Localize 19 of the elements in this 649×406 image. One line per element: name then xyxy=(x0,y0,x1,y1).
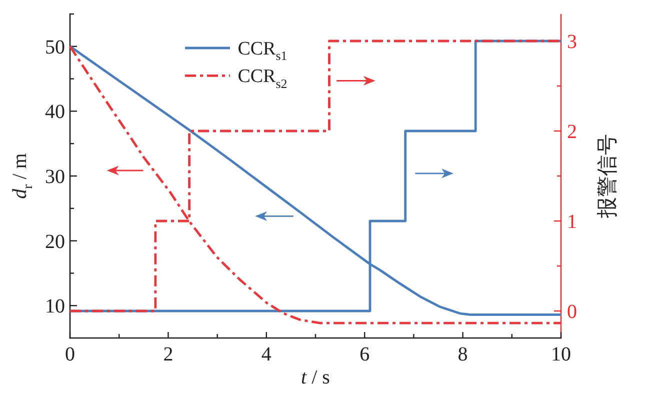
y-tick-label: 50 xyxy=(45,36,65,58)
x-axis-title: t / s xyxy=(301,366,330,388)
x-tick-label: 10 xyxy=(551,344,571,366)
y-tick-label: 40 xyxy=(45,101,65,124)
y2-tick-label: 1 xyxy=(567,211,577,233)
x-tick-label: 0 xyxy=(65,344,75,366)
legend-label: CCR$_{s1}$ xyxy=(238,38,288,64)
y2-tick-label: 0 xyxy=(567,301,577,323)
x-tick-label: 6 xyxy=(360,344,370,366)
y2-tick-label: 2 xyxy=(567,121,577,143)
x-tick-label: 4 xyxy=(261,344,272,366)
legend-label: CCR$_{s2}$ xyxy=(238,66,288,91)
y2-axis-title: 报警信号 xyxy=(595,134,619,219)
y2-tick-label: 3 xyxy=(567,31,577,53)
y-tick-label: 10 xyxy=(45,296,65,318)
y-tick-label: 20 xyxy=(45,230,65,253)
y-tick-label: 30 xyxy=(45,166,65,188)
x-tick-label: 8 xyxy=(458,344,468,366)
x-tick-label: 2 xyxy=(163,344,174,366)
